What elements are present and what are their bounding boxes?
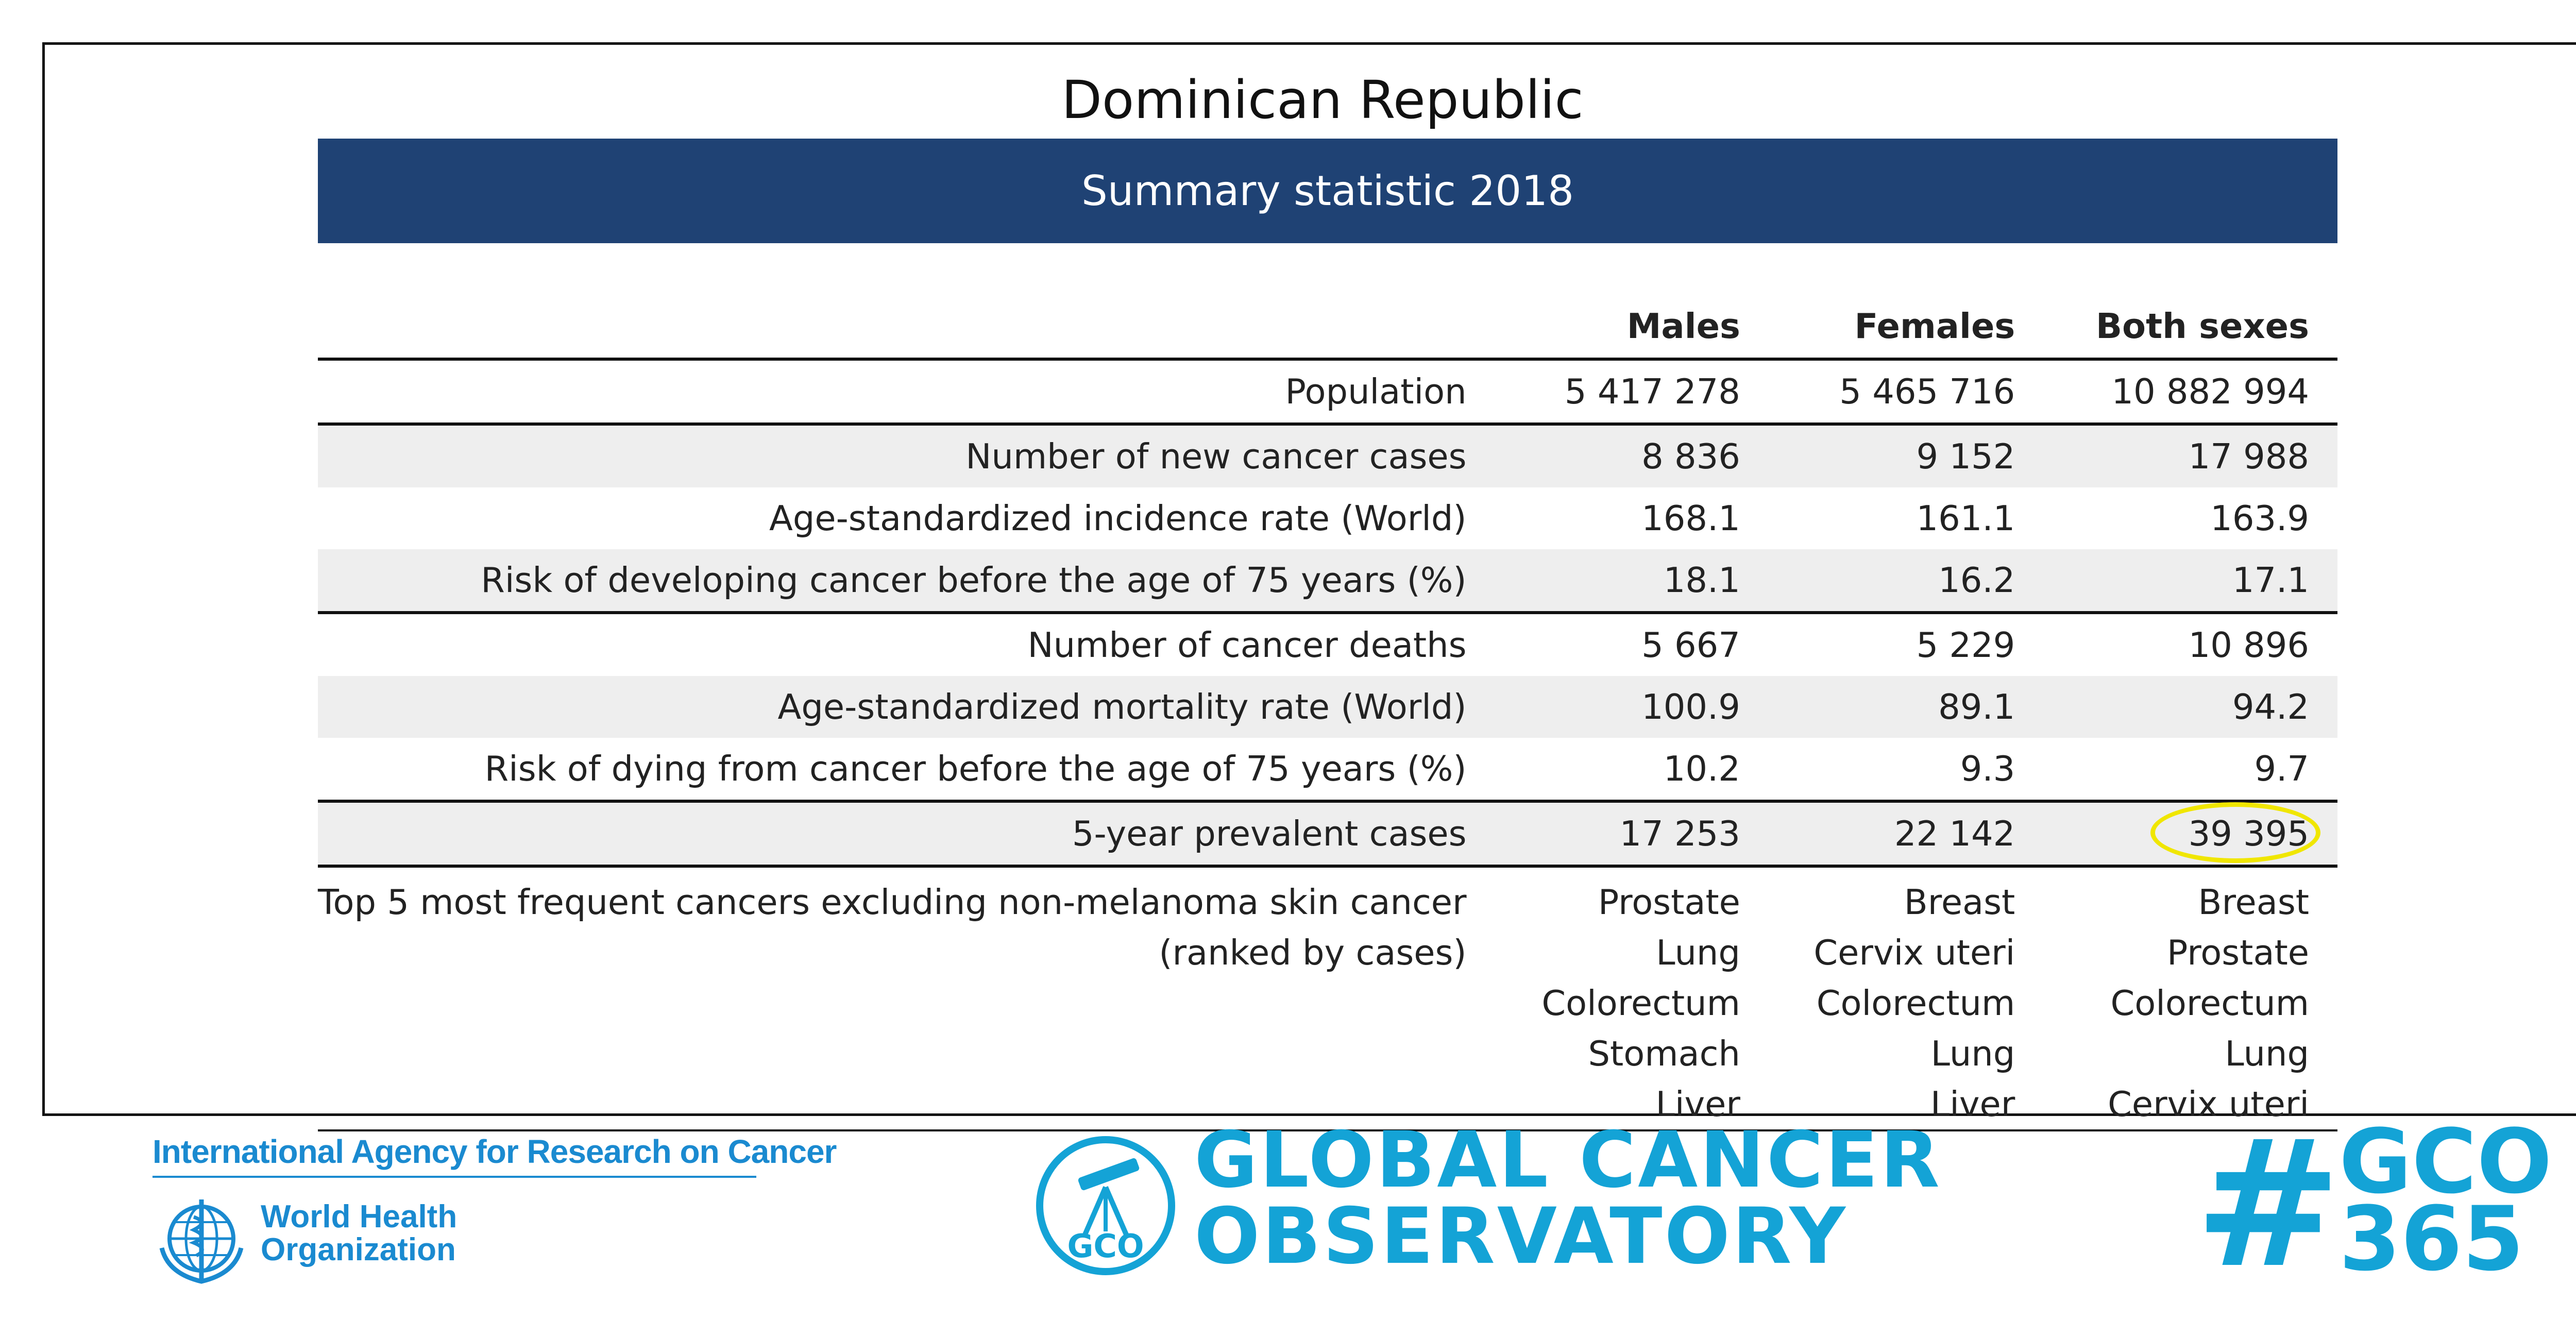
cell-both: 39 395 [2043, 801, 2337, 868]
hashtag-line1: GCO [2339, 1110, 2552, 1213]
cell-females: 161.1 [1916, 498, 2015, 538]
top5-females: Breast Cervix uteri Colorectum Lung Live… [1768, 866, 2044, 1131]
header-both-sexes: Both sexes [2043, 295, 2337, 361]
summary-card: Dominican Republic Summary statistic 201… [42, 42, 2576, 1131]
header-females: Females [1768, 295, 2044, 361]
row-label: Age-standardized incidence rate (World) [769, 498, 1467, 538]
gco-telescope-icon: GCO [1033, 1134, 1178, 1280]
top5-label-line2: (ranked by cases) [1159, 933, 1467, 973]
cell-males: 8 836 [1495, 424, 1769, 487]
list-item: Prostate [1598, 882, 1740, 922]
list-item: Lung [1656, 933, 1740, 973]
cell-both: 10 896 [2188, 625, 2309, 665]
row-label: 5-year prevalent cases [318, 801, 1495, 868]
hashtag-line2: 365 [2339, 1187, 2524, 1291]
cell-both: 163.9 [2210, 498, 2309, 538]
who-emblem-icon [152, 1191, 250, 1291]
cell-both: 10 882 994 [2043, 359, 2337, 426]
cell-females: 9.3 [1768, 738, 2044, 803]
gco-line1: GLOBAL CANCER [1194, 1115, 1942, 1205]
cell-females: 9 152 [1768, 424, 2044, 487]
who-wordmark: World Health Organization [261, 1200, 457, 1266]
summary-table: Males Females Both sexes Population 5 41… [318, 295, 2337, 1131]
iarc-divider [152, 1176, 756, 1178]
country-title: Dominican Republic [1061, 70, 1584, 131]
table-row-new-cases: Number of new cancer cases 8 836 9 152 1… [318, 424, 2337, 487]
cell-males: 5 667 [1641, 625, 1740, 665]
who-line2: Organization [261, 1232, 456, 1267]
list-item: Stomach [1588, 1034, 1740, 1074]
list-item: Liver [1655, 1084, 1740, 1124]
gco-badge-text: GCO [1067, 1227, 1144, 1265]
cell-females: 22 142 [1768, 801, 2044, 868]
list-item: Colorectum [1816, 983, 2015, 1023]
cell-males: 168.1 [1641, 498, 1740, 538]
iarc-name: International Agency for Research on Can… [152, 1133, 837, 1170]
row-label: Number of new cancer cases [318, 424, 1495, 487]
table-row-population: Population 5 417 278 5 465 716 10 882 99… [318, 359, 2337, 426]
table-row-incidence-rate: Age-standardized incidence rate (World) … [318, 487, 2337, 549]
list-item: Cervix uteri [1814, 933, 2015, 973]
cell-females: 16.2 [1768, 549, 2044, 614]
table-row-prevalent-cases: 5-year prevalent cases 17 253 22 142 39 … [318, 801, 2337, 868]
header-males: Males [1495, 295, 1769, 361]
highlighted-value: 39 395 [2150, 802, 2320, 863]
list-item: Prostate [2166, 933, 2309, 973]
list-item: Breast [1904, 882, 2015, 922]
hash-symbol: # [2195, 1103, 2342, 1307]
cell-both: 94.2 [2043, 676, 2337, 738]
top5-label-line1: Top 5 most frequent cancers excluding no… [318, 882, 1467, 922]
cell-males: 10.2 [1495, 738, 1769, 803]
cell-females: 5 229 [1916, 625, 2015, 665]
table-header-row: Males Females Both sexes [318, 295, 2337, 361]
list-item: Breast [2198, 882, 2310, 922]
list-item: Lung [1930, 1034, 2015, 1074]
cell-females: 89.1 [1768, 676, 2044, 738]
cell-males: 100.9 [1495, 676, 1769, 738]
table-row-mortality-rate: Age-standardized mortality rate (World) … [318, 676, 2337, 738]
table-row-top5: Top 5 most frequent cancers excluding no… [318, 866, 2337, 1131]
list-item: Cervix uteri [2108, 1084, 2309, 1124]
gco-line2: OBSERVATORY [1194, 1192, 1848, 1281]
row-label: Population [318, 359, 1495, 426]
row-label: Risk of dying from cancer before the age… [318, 738, 1495, 803]
list-item: Colorectum [1541, 983, 1740, 1023]
header-blank [318, 295, 1495, 361]
who-line1: World Health [261, 1199, 457, 1235]
cell-both: 17.1 [2043, 549, 2337, 614]
table-row-risk-dying: Risk of dying from cancer before the age… [318, 738, 2337, 803]
list-item: Liver [1930, 1084, 2015, 1124]
top5-both: Breast Prostate Colorectum Lung Cervix u… [2043, 866, 2337, 1131]
list-item: Colorectum [2110, 983, 2309, 1023]
row-label: Number of cancer deaths [1027, 625, 1467, 665]
top5-label: Top 5 most frequent cancers excluding no… [318, 866, 1495, 1131]
highlight-circle [2150, 802, 2320, 863]
cell-both: 9.7 [2043, 738, 2337, 803]
cell-males: 18.1 [1495, 549, 1769, 614]
row-label: Age-standardized mortality rate (World) [318, 676, 1495, 738]
list-item: Lung [2225, 1034, 2309, 1074]
table-row-risk-developing: Risk of developing cancer before the age… [318, 549, 2337, 614]
cell-both: 17 988 [2043, 424, 2337, 487]
summary-banner: Summary statistic 2018 [318, 139, 2337, 243]
row-label: Risk of developing cancer before the age… [318, 549, 1495, 614]
cell-males: 17 253 [1495, 801, 1769, 868]
table-row-deaths: Number of cancer deaths 5 667 5 229 10 8… [318, 613, 2337, 676]
gco-wordmark: GLOBAL CANCER OBSERVATORY [1194, 1122, 1942, 1275]
hashtag-text: GCO 365 [2339, 1110, 2552, 1291]
cell-males: 5 417 278 [1495, 359, 1769, 426]
cell-females: 5 465 716 [1768, 359, 2044, 426]
top5-males: Prostate Lung Colorectum Stomach Liver [1495, 866, 1769, 1131]
